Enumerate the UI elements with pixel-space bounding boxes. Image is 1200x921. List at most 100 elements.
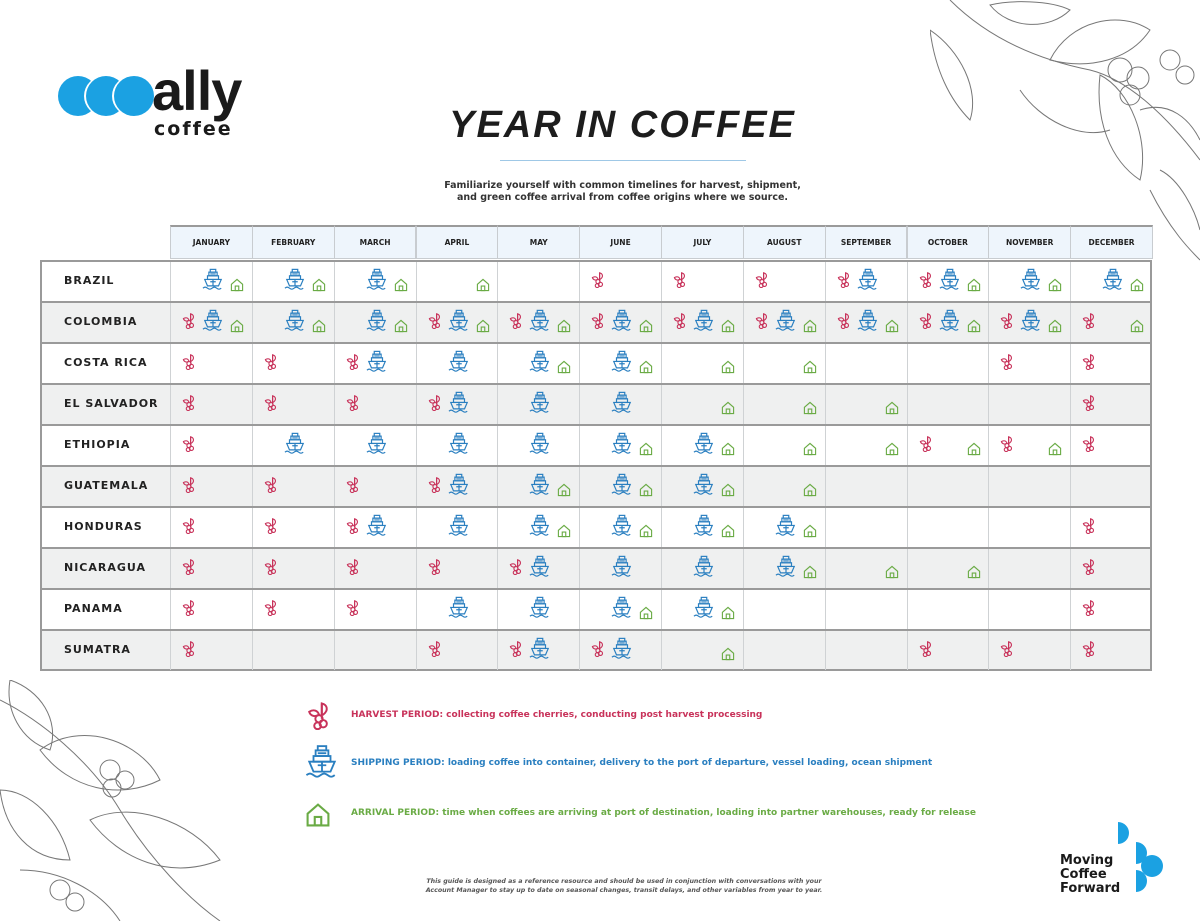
tagline-line: Moving	[1060, 853, 1114, 868]
shipping-ship-icon	[448, 432, 470, 458]
month-cell-june	[579, 262, 661, 301]
month-cell-september	[824, 549, 907, 588]
arrival-warehouse-icon	[721, 400, 735, 419]
harvest-cherry-icon	[508, 313, 524, 333]
shipping-ship-icon	[611, 514, 633, 540]
arrival-warehouse-icon	[476, 277, 490, 296]
arrival-warehouse-icon	[476, 318, 490, 337]
harvest-cherry-icon	[1081, 600, 1097, 620]
month-cell-may	[497, 426, 579, 465]
harvest-cherry-icon	[181, 354, 197, 374]
shipping-ship-icon	[1102, 268, 1124, 294]
month-cell-may	[497, 631, 579, 670]
origin-row-el-salvador: EL SALVADOR	[40, 383, 1152, 424]
harvest-cherry-icon	[999, 354, 1015, 374]
month-cell-september	[824, 590, 907, 629]
legend-shipping-text: SHIPPING PERIOD: loading coffee into con…	[351, 758, 933, 768]
month-cell-july	[661, 385, 743, 424]
month-cell-december	[1070, 549, 1152, 588]
harvest-cherry-icon	[263, 395, 279, 415]
month-cell-february	[251, 467, 334, 506]
month-cell-december	[1070, 344, 1152, 383]
origin-row-honduras: HONDURAS	[40, 506, 1152, 547]
tagline: Moving Coffee Forward	[1060, 854, 1120, 896]
month-cell-june	[579, 590, 661, 629]
harvest-cherry-icon	[590, 313, 606, 333]
month-cell-may	[497, 467, 579, 506]
month-header-july: JULY	[661, 225, 744, 259]
month-cell-february	[251, 344, 334, 383]
arrival-warehouse-icon	[967, 318, 981, 337]
month-cell-june	[579, 467, 661, 506]
month-header-november: NOVEMBER	[988, 225, 1072, 259]
arrival-warehouse-icon	[230, 318, 244, 337]
month-cell-january	[170, 508, 252, 547]
harvest-cherry-icon	[345, 600, 361, 620]
harvest-cherry-icon	[590, 641, 606, 661]
harvest-cherry-icon	[999, 436, 1015, 456]
month-cell-june	[579, 303, 661, 342]
month-cell-july	[661, 426, 743, 465]
month-cell-march	[333, 344, 416, 383]
month-cell-october	[906, 385, 989, 424]
shipping-ship-icon	[939, 268, 961, 294]
shipping-ship-icon	[1020, 268, 1042, 294]
shipping-ship-icon	[448, 350, 470, 376]
intro-text: Familiarize yourself with common timelin…	[400, 180, 845, 204]
shipping-ship-icon	[611, 637, 633, 663]
harvest-cherry-icon	[1081, 436, 1097, 456]
month-cell-november	[988, 549, 1070, 588]
harvest-cherry-icon	[836, 272, 852, 292]
month-header-april: APRIL	[415, 225, 499, 259]
arrival-warehouse-icon	[885, 564, 899, 583]
shipping-ship-icon	[366, 432, 388, 458]
month-cell-april	[415, 303, 498, 342]
month-cell-november	[988, 508, 1070, 547]
arrival-warehouse-icon	[721, 646, 735, 665]
harvest-cherry-icon	[345, 559, 361, 579]
month-cell-november	[988, 344, 1070, 383]
shipping-ship-icon	[775, 309, 797, 335]
legend-harvest-text: HARVEST PERIOD: collecting coffee cherri…	[351, 710, 763, 720]
month-cell-march	[333, 303, 416, 342]
month-cell-march	[333, 467, 416, 506]
month-cell-september	[824, 508, 907, 547]
harvest-cherry-icon	[181, 641, 197, 661]
harvest-cherry-icon	[427, 313, 443, 333]
arrival-warehouse-icon	[721, 441, 735, 460]
month-header-june: JUNE	[579, 225, 662, 259]
harvest-cherry-icon	[1081, 354, 1097, 374]
month-cell-september	[824, 631, 907, 670]
month-cell-september	[824, 426, 907, 465]
month-header-may: MAY	[497, 225, 581, 259]
month-cell-april	[415, 385, 498, 424]
harvest-cherry-icon	[1081, 395, 1097, 415]
shipping-ship-icon	[611, 350, 633, 376]
shipping-ship-icon	[529, 350, 551, 376]
month-cell-december	[1070, 467, 1152, 506]
month-cell-september	[824, 344, 907, 383]
arrival-warehouse-icon	[394, 318, 408, 337]
harvest-cherry-icon	[918, 641, 934, 661]
arrival-warehouse-icon	[312, 318, 326, 337]
month-cell-november	[988, 467, 1070, 506]
arrival-warehouse-icon	[803, 523, 817, 542]
month-cell-march	[333, 385, 416, 424]
tagline-line: Coffee	[1060, 867, 1107, 882]
title-divider	[500, 160, 746, 161]
month-cell-june	[579, 508, 661, 547]
month-cell-november	[988, 426, 1070, 465]
harvest-cherry-icon	[427, 477, 443, 497]
shipping-ship-icon	[857, 268, 879, 294]
month-cell-may	[497, 385, 579, 424]
shipping-ship-icon	[529, 432, 551, 458]
shipping-ship-icon	[611, 309, 633, 335]
arrival-warehouse-icon	[639, 441, 653, 460]
shipping-ship-icon	[529, 555, 551, 581]
month-cell-october	[906, 549, 989, 588]
harvest-cherry-icon	[263, 477, 279, 497]
month-cell-december	[1070, 590, 1152, 629]
month-cell-may	[497, 549, 579, 588]
coffee-branch-illustration-bottom-left	[0, 680, 221, 921]
harvest-cherry-icon	[263, 600, 279, 620]
